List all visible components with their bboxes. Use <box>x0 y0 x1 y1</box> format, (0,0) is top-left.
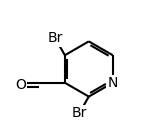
Text: O: O <box>15 78 26 92</box>
Text: N: N <box>108 76 118 90</box>
Text: Br: Br <box>71 106 87 120</box>
Text: Br: Br <box>48 31 63 45</box>
